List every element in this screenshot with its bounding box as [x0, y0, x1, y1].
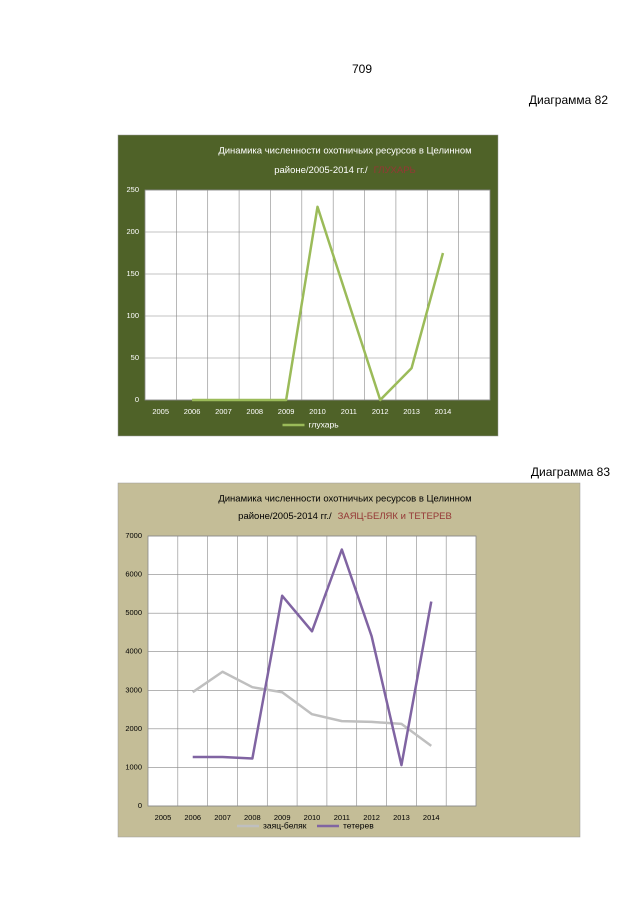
y-tick-label: 2000	[125, 724, 142, 733]
x-tick-label: 2009	[278, 407, 295, 416]
plot-area	[144, 189, 491, 401]
chart-title-highlight: ГЛУХАРЬ	[374, 165, 416, 176]
x-tick-label: 2007	[215, 407, 232, 416]
y-tick-label: 0	[135, 395, 139, 404]
y-tick-label: 1000	[125, 762, 142, 771]
y-tick-label: 50	[131, 353, 139, 362]
x-tick-label: 2009	[274, 813, 291, 822]
x-tick-label: 2012	[372, 407, 389, 416]
data-line	[192, 205, 445, 402]
y-tick-label: 3000	[125, 685, 142, 694]
chart-title: районе/2005-2014 гг./ ЗАЯЦ-БЕЛЯК и ТЕТЕРЕ…	[238, 511, 452, 522]
chart-title-line: районе/2005-2014 гг./	[238, 511, 332, 522]
caption: Диаграмма 82	[529, 93, 608, 107]
y-tick-label: 200	[126, 227, 139, 236]
y-tick-label: 100	[126, 311, 139, 320]
data-line	[192, 548, 433, 767]
y-tick-label: 7000	[125, 531, 142, 540]
y-tick-label: 250	[126, 185, 139, 194]
x-tick-label: 2008	[244, 813, 261, 822]
x-tick-label: 2010	[304, 813, 321, 822]
x-tick-label: 2005	[155, 813, 172, 822]
x-tick-label: 2008	[246, 407, 263, 416]
y-tick-label: 6000	[125, 570, 142, 579]
y-tick-label: 5000	[125, 608, 142, 617]
chart-title: районе/2005-2014 гг./ ГЛУХАРЬ	[274, 165, 416, 176]
chart-title-highlight: ЗАЯЦ-БЕЛЯК и ТЕТЕРЕВ	[338, 511, 452, 522]
x-tick-label: 2010	[309, 407, 326, 416]
chart-title: Динамика численности охотничьих ресурсов…	[218, 494, 471, 505]
x-tick-label: 2012	[363, 813, 380, 822]
x-tick-label: 2006	[184, 813, 201, 822]
y-tick-label: 0	[138, 801, 142, 810]
x-tick-label: 2005	[152, 407, 169, 416]
chart-title: Динамика численности охотничьих ресурсов…	[218, 146, 471, 157]
x-tick-label: 2013	[393, 813, 410, 822]
chart-title-line: районе/2005-2014 гг./	[274, 165, 368, 176]
x-tick-label: 2006	[184, 407, 201, 416]
legend-label: тетерев	[343, 820, 374, 830]
x-tick-label: 2011	[334, 813, 350, 822]
plot-area	[147, 535, 477, 807]
x-tick-label: 2014	[423, 813, 440, 822]
y-tick-label: 4000	[125, 647, 142, 656]
x-tick-label: 2011	[341, 407, 357, 416]
legend-label: заяц-беляк	[263, 820, 307, 830]
x-tick-label: 2013	[403, 407, 420, 416]
y-tick-label: 150	[126, 269, 139, 278]
caption: Диаграмма 83	[531, 465, 610, 479]
x-tick-label: 2014	[435, 407, 452, 416]
legend-label: глухарь	[309, 419, 340, 429]
page-number: 709	[352, 62, 372, 76]
x-tick-label: 2007	[214, 813, 231, 822]
